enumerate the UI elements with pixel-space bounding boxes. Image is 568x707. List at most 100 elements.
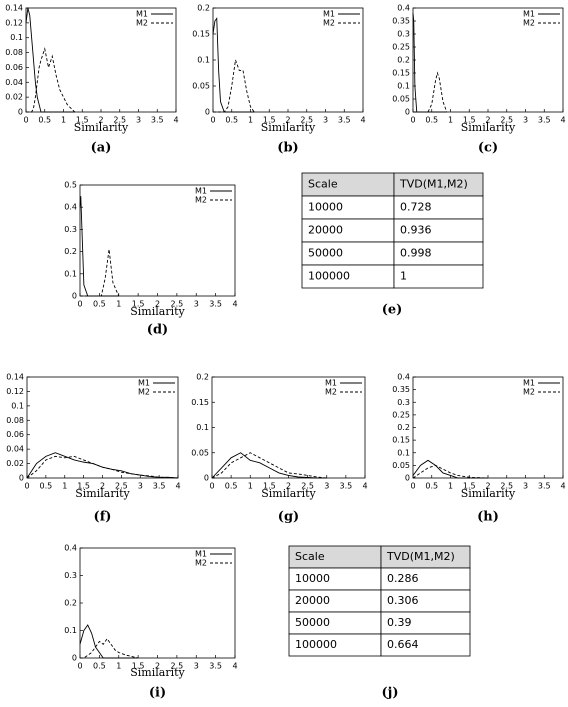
y-tick-label: 0.4: [397, 4, 410, 13]
y-tick-label: 0.08: [6, 416, 24, 425]
x-axis-label: Similarity: [261, 487, 316, 500]
x-tick-label: 0.5: [225, 482, 238, 491]
y-tick-label: 0.2: [64, 599, 77, 608]
x-tick-label: 2: [286, 482, 291, 491]
table-cell-text: 1: [400, 270, 407, 283]
y-tick-label: 0.2: [197, 4, 210, 13]
y-tick-label: 0.2: [397, 423, 410, 432]
series-line: [412, 13, 447, 113]
y-tick-label: 0.02: [5, 93, 23, 102]
x-tick-label: 1.5: [132, 662, 145, 671]
series-line: [79, 624, 139, 659]
plot-frame: [412, 7, 564, 113]
x-tick-label: 3: [523, 482, 528, 491]
table-cell-text: 0.306: [387, 594, 419, 607]
x-tick-label: 4: [232, 300, 237, 309]
panel-caption: (h): [477, 510, 499, 525]
x-tick-label: 2.5: [171, 300, 184, 309]
legend-label: M2: [136, 19, 148, 28]
y-tick-label: 0.4: [64, 203, 77, 212]
panel-caption: (e): [382, 303, 403, 318]
y-tick-label: 0.1: [64, 269, 77, 278]
y-tick-label: 0.2: [64, 247, 77, 256]
legend-label: M2: [325, 388, 337, 397]
y-tick-label: 0: [19, 474, 24, 483]
table-cell-text: 50000: [308, 247, 343, 260]
x-tick-label: 0.5: [38, 116, 51, 125]
y-tick-label: 0.4: [64, 544, 77, 553]
x-tick-label: 0: [77, 300, 82, 309]
legend-label: M1: [195, 550, 207, 559]
x-tick-label: 4: [232, 662, 237, 671]
x-tick-label: 1: [61, 116, 66, 125]
x-tick-label: 3.5: [209, 662, 222, 671]
x-tick-label: 0.5: [93, 300, 106, 309]
y-tick-label: 0.14: [6, 373, 24, 382]
series-line: [80, 249, 120, 297]
x-tick-label: 0.5: [40, 482, 53, 491]
x-tick-label: 4: [362, 482, 367, 491]
x-tick-label: 1.5: [263, 482, 276, 491]
plot-frame: [25, 7, 177, 113]
x-tick-label: 0: [24, 482, 29, 491]
y-tick-label: 0.4: [397, 373, 410, 382]
x-tick-label: 1.5: [76, 116, 89, 125]
legend-label: M1: [523, 10, 535, 19]
table-header-text: Scale: [308, 178, 338, 191]
x-tick-label: 0: [77, 662, 82, 671]
table-cell-text: 0.998: [400, 247, 432, 260]
series-line: [79, 196, 119, 297]
table-cell-text: 100000: [308, 270, 350, 283]
x-axis-label: Similarity: [261, 121, 316, 134]
table-cell-text: 50000: [295, 616, 330, 629]
x-tick-label: 2.5: [113, 116, 126, 125]
panel-caption: (b): [277, 141, 298, 156]
series-line: [25, 7, 75, 113]
x-tick-label: 1: [448, 116, 453, 125]
y-tick-label: 0.02: [6, 459, 24, 468]
legend-label: M1: [136, 10, 148, 19]
legend-label: M2: [523, 388, 535, 397]
x-tick-label: 1.5: [263, 116, 276, 125]
y-tick-label: 0.05: [192, 82, 210, 91]
x-tick-label: 0.5: [225, 116, 238, 125]
y-tick-label: 0: [72, 292, 77, 301]
x-axis-label: Similarity: [461, 121, 516, 134]
y-tick-label: 0.1: [64, 626, 77, 635]
x-tick-label: 0: [23, 116, 28, 125]
x-tick-label: 2.5: [301, 482, 314, 491]
x-tick-label: 3.5: [209, 300, 222, 309]
y-tick-label: 0.15: [392, 436, 410, 445]
y-tick-label: 0: [405, 474, 410, 483]
series-line: [213, 59, 255, 113]
y-tick-label: 0.1: [11, 401, 24, 410]
x-tick-label: 4: [560, 482, 565, 491]
y-tick-label: 0.08: [5, 48, 23, 57]
y-tick-label: 0: [205, 108, 210, 117]
x-tick-label: 2: [285, 116, 290, 125]
plot-frame: [79, 184, 236, 297]
y-tick-label: 0.06: [6, 430, 24, 439]
series-line: [413, 71, 448, 113]
x-tick-label: 3: [324, 482, 329, 491]
legend-label: M2: [195, 559, 207, 568]
x-tick-label: 4: [175, 482, 180, 491]
y-tick-label: 0.12: [6, 387, 24, 396]
legend-label: M1: [138, 379, 150, 388]
table-cell-text: 0.39: [387, 616, 412, 629]
table-header-text: TVD(M1,M2): [399, 178, 468, 191]
x-tick-label: 3.5: [538, 482, 551, 491]
x-tick-label: 1.5: [463, 116, 476, 125]
y-tick-label: 0.1: [397, 448, 410, 457]
legend-label: M1: [195, 187, 207, 196]
x-tick-label: 1.5: [463, 482, 476, 491]
y-tick-label: 0.15: [192, 30, 210, 39]
x-tick-label: 0: [410, 116, 415, 125]
x-tick-label: 2.5: [171, 662, 184, 671]
x-tick-label: 3.5: [538, 116, 551, 125]
x-axis-label: Similarity: [130, 305, 185, 318]
y-tick-label: 0.2: [196, 373, 209, 382]
y-tick-label: 0.35: [392, 385, 410, 394]
x-tick-label: 3.5: [340, 482, 353, 491]
table-cell: [393, 264, 484, 289]
